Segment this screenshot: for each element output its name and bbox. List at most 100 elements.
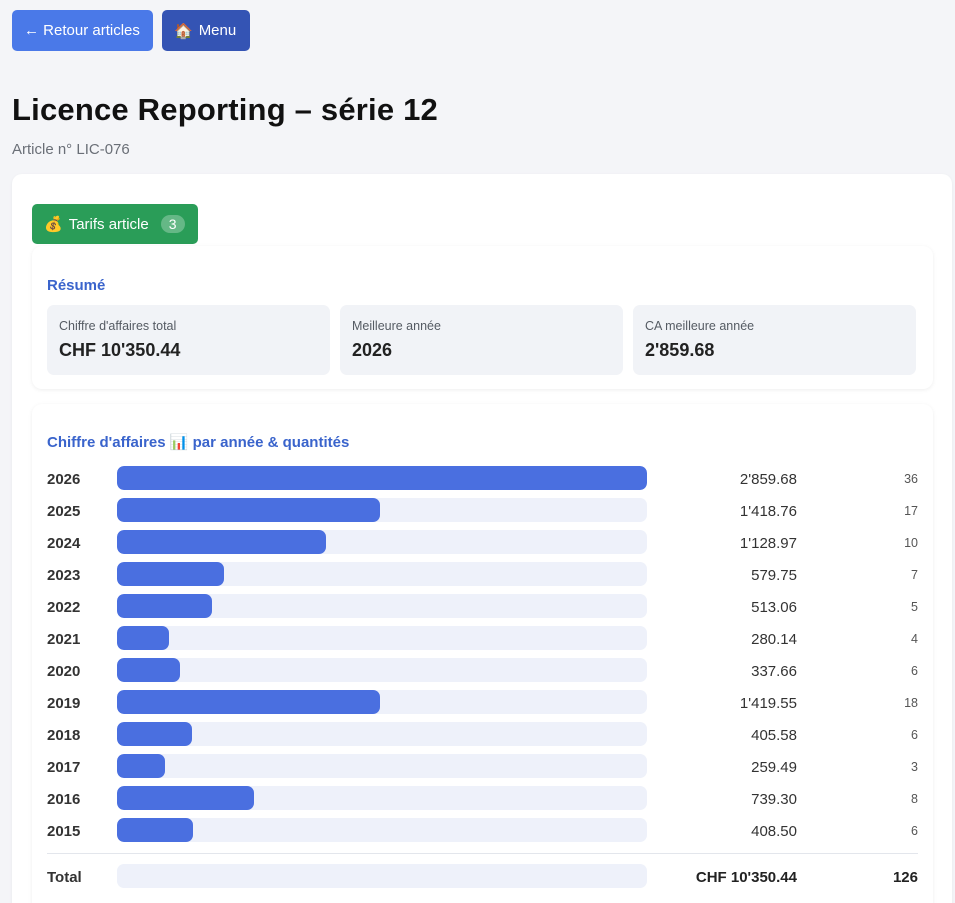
quantity-value: 18: [904, 696, 918, 710]
revenue-amount: 739.30: [751, 791, 797, 808]
main-card: 💰 Tarifs article 3 Résumé Chiffre d'affa…: [12, 174, 952, 903]
quantity-value: 6: [911, 664, 918, 678]
revenue-bar: [117, 754, 166, 778]
article-number: Article n° LIC-076: [12, 141, 130, 158]
summary-title: Résumé: [47, 277, 106, 294]
back-button-label: ← Retour articles: [24, 22, 140, 39]
bar-track: [117, 818, 647, 842]
year-label: 2023: [47, 567, 81, 584]
revenue-bar: [117, 562, 225, 586]
revenue-bar: [117, 594, 213, 618]
kpi-best-year-revenue: CA meilleure année 2'859.68: [633, 305, 916, 375]
bar-track: [117, 722, 647, 746]
revenue-amount: 513.06: [751, 599, 797, 616]
revenue-amount: 280.14: [751, 631, 797, 648]
year-label: 2025: [47, 503, 81, 520]
kpi-value: 2'859.68: [645, 340, 715, 360]
revenue-amount: 1'419.55: [739, 695, 797, 712]
revenue-bar: [117, 722, 193, 746]
total-row: Total CHF 10'350.44 126: [47, 864, 918, 888]
bar-track: [117, 754, 647, 778]
kpi-label: Chiffre d'affaires total: [59, 319, 177, 333]
chart-row-2022: 2022 513.06 5: [47, 594, 918, 626]
chart-title: Chiffre d'affaires 📊 par année & quantit…: [47, 434, 350, 451]
revenue-bar: [117, 690, 381, 714]
revenue-bar: [117, 498, 380, 522]
kpi-best-year: Meilleure année 2026: [340, 305, 623, 375]
tab-tarifs-article[interactable]: 💰 Tarifs article 3: [32, 204, 198, 244]
menu-button[interactable]: 🏠 Menu: [162, 10, 250, 51]
revenue-bar: [117, 818, 193, 842]
year-label: 2021: [47, 631, 81, 648]
bar-track: [117, 530, 647, 554]
quantity-value: 6: [911, 824, 918, 838]
total-bar-track: [117, 864, 647, 888]
chart-row-2023: 2023 579.75 7: [47, 562, 918, 594]
bar-track: [117, 498, 647, 522]
revenue-amount: 1'128.97: [739, 535, 797, 552]
revenue-amount: 2'859.68: [739, 471, 797, 488]
quantity-value: 4: [911, 632, 918, 646]
kpi-value: 2026: [352, 340, 393, 360]
kpi-label: CA meilleure année: [645, 319, 755, 333]
chart-row-2024: 2024 1'128.97 10: [47, 530, 918, 562]
top-nav: ← Retour articles 🏠 Menu: [12, 10, 250, 51]
kpi-label: Meilleure année: [352, 319, 441, 333]
bar-track: [117, 690, 647, 714]
total-divider: [47, 853, 918, 854]
menu-button-label: Menu: [198, 22, 237, 39]
chart-row-2021: 2021 280.14 4: [47, 626, 918, 658]
total-label: Total: [47, 869, 82, 886]
total-amount: CHF 10'350.44: [695, 869, 797, 886]
quantity-value: 10: [904, 536, 918, 550]
revenue-amount: 259.49: [751, 759, 797, 776]
kpi-total-revenue: Chiffre d'affaires total CHF 10'350.44: [47, 305, 330, 375]
year-label: 2019: [47, 695, 81, 712]
revenue-amount: 1'418.76: [739, 503, 797, 520]
year-label: 2020: [47, 663, 81, 680]
year-label: 2017: [47, 759, 81, 776]
revenue-amount: 337.66: [751, 663, 797, 680]
bar-track: [117, 786, 647, 810]
quantity-value: 8: [911, 792, 918, 806]
chart-row-2016: 2016 739.30 8: [47, 786, 918, 818]
revenue-amount: 408.50: [751, 823, 797, 840]
chart-row-2015: 2015 408.50 6: [47, 818, 918, 850]
revenue-amount: 579.75: [751, 567, 797, 584]
chart-row-2026: 2026 2'859.68 36: [47, 466, 918, 498]
year-label: 2015: [47, 823, 81, 840]
year-label: 2026: [47, 471, 81, 488]
chart-row-2017: 2017 259.49 3: [47, 754, 918, 786]
revenue-bar: [117, 466, 647, 490]
chart-row-2025: 2025 1'418.76 17: [47, 498, 918, 530]
quantity-value: 3: [911, 760, 918, 774]
revenue-chart-panel: Chiffre d'affaires 📊 par année & quantit…: [32, 404, 933, 903]
total-quantity: 126: [892, 869, 918, 886]
back-to-articles-button[interactable]: ← Retour articles: [12, 10, 153, 51]
bar-track: [117, 626, 647, 650]
chart-row-2019: 2019 1'419.55 18: [47, 690, 918, 722]
year-label: 2022: [47, 599, 81, 616]
revenue-bar: [117, 626, 169, 650]
bar-track: [117, 466, 647, 490]
page-title: Licence Reporting – série 12: [12, 92, 438, 127]
chart-row-2018: 2018 405.58 6: [47, 722, 918, 754]
quantity-value: 17: [904, 504, 918, 518]
quantity-value: 36: [904, 472, 918, 486]
bar-track: [117, 658, 647, 682]
home-icon: 🏠: [174, 22, 193, 40]
revenue-bar: [117, 658, 180, 682]
quantity-value: 6: [911, 728, 918, 742]
revenue-bar: [117, 786, 255, 810]
year-label: 2016: [47, 791, 81, 808]
money-bag-icon: 💰: [44, 216, 63, 233]
quantity-value: 5: [911, 600, 918, 614]
bar-track: [117, 562, 647, 586]
summary-panel: Résumé Chiffre d'affaires total CHF 10'3…: [32, 246, 933, 389]
revenue-bar: [117, 530, 327, 554]
chart-rows: 2026 2'859.68 36 2025 1'418.76 17 2024 1'128.97…: [47, 466, 918, 850]
year-label: 2018: [47, 727, 81, 744]
kpi-value: CHF 10'350.44: [59, 340, 181, 360]
year-label: 2024: [47, 535, 81, 552]
tab-count-badge: 3: [160, 215, 185, 233]
